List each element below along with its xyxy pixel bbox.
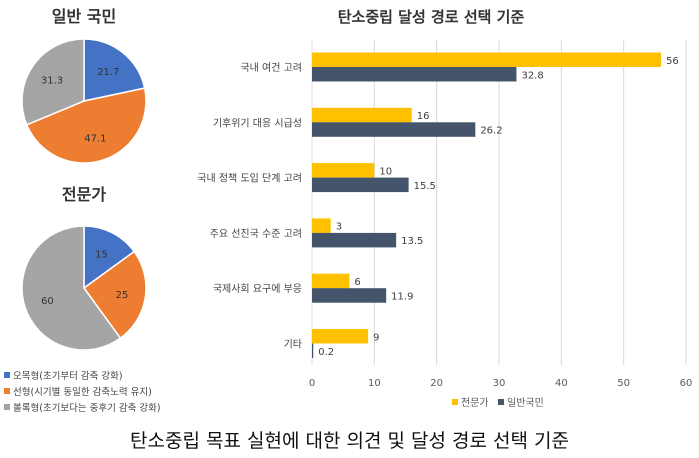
bar [312, 177, 409, 193]
category-label: 주요 선진국 수준 고려 [210, 228, 302, 240]
category-label: 국내 정책 도입 단계 고려 [197, 172, 302, 185]
pie-slice [82, 250, 147, 340]
bar [312, 232, 397, 248]
legend-swatch [4, 404, 10, 410]
x-tick-label: 60 [680, 378, 693, 389]
legend-label: 일반국민 [507, 397, 544, 409]
pie-title: 일반 국민 [52, 7, 116, 26]
pie-title: 전문가 [62, 185, 106, 204]
x-tick-label: 10 [368, 378, 381, 389]
legend-swatch [4, 388, 10, 394]
legend-label: 전문가 [461, 397, 489, 409]
pie-data-label: 15 [95, 250, 108, 261]
pie-data-label: 60 [41, 296, 54, 307]
bar-data-label: 9 [373, 332, 379, 343]
bar [312, 273, 350, 289]
category-label: 국내 여건 고려 [240, 62, 302, 74]
pie-slice [83, 38, 146, 102]
x-tick-label: 0 [309, 378, 315, 389]
bar-data-label: 26.2 [480, 126, 502, 137]
x-tick-label: 50 [617, 378, 630, 389]
pie-data-label: 31.3 [41, 76, 63, 87]
bar-data-label: 10 [379, 166, 392, 177]
pie-slice [21, 38, 85, 126]
legend-label: 볼록형(초기보다는 중후기 감축 강화) [13, 402, 161, 414]
pie-data-label: 21.7 [97, 67, 119, 78]
bar [312, 122, 476, 137]
bar-data-label: 32.8 [521, 70, 543, 81]
legend-label: 오목형(초기부터 감축 강화) [13, 370, 123, 382]
bar-data-label: 0.2 [318, 347, 334, 358]
category-label: 기타 [284, 339, 302, 351]
legend-swatch [498, 399, 504, 405]
bar [312, 52, 662, 67]
bar-data-label: 16 [417, 111, 430, 122]
pie-slice [25, 87, 147, 164]
legend-label: 선형(시기별 동일한 감축노력 유지) [13, 386, 152, 398]
x-tick-label: 20 [430, 378, 443, 389]
bar [312, 329, 369, 344]
bar-data-label: 13.5 [401, 236, 423, 247]
x-tick-label: 30 [493, 378, 506, 389]
bar-data-label: 3 [336, 222, 342, 233]
bar-data-label: 11.9 [391, 291, 413, 302]
bar [312, 343, 314, 358]
legend-swatch [4, 372, 10, 378]
figure-caption: 탄소중립 목표 실현에 대한 의견 및 달성 경로 선택 기준 [130, 430, 569, 452]
x-tick-label: 40 [555, 378, 568, 389]
pie-slice [83, 225, 136, 290]
pie-data-label: 47.1 [84, 134, 106, 145]
bar-chart-title: 탄소중립 달성 경로 선택 기준 [338, 8, 525, 26]
category-label: 국제사회 요구에 부응 [213, 283, 302, 295]
bar [312, 107, 412, 123]
bar [312, 67, 517, 82]
bar-data-label: 15.5 [414, 181, 436, 192]
bar-data-label: 56 [666, 56, 679, 67]
bar [312, 218, 331, 233]
pie-slice [21, 225, 122, 351]
pie-data-label: 25 [116, 290, 129, 301]
category-label: 기후위기 대응 시급성 [213, 116, 302, 129]
legend-swatch [452, 399, 458, 405]
bar [312, 163, 375, 178]
bar-data-label: 6 [354, 277, 360, 288]
bar [312, 288, 387, 303]
